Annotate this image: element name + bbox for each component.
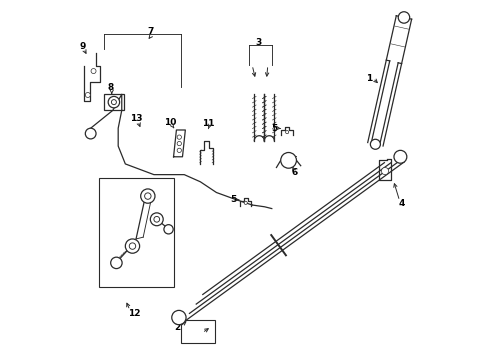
Text: 4: 4 <box>398 199 405 208</box>
Circle shape <box>141 189 155 203</box>
Text: 9: 9 <box>79 41 86 50</box>
Bar <box>181 320 215 342</box>
Text: 12: 12 <box>128 309 141 318</box>
Circle shape <box>154 216 160 222</box>
Circle shape <box>91 68 96 73</box>
Circle shape <box>108 96 120 108</box>
Text: 8: 8 <box>108 83 114 92</box>
Text: 2: 2 <box>174 323 180 332</box>
Text: 3: 3 <box>255 38 261 47</box>
Text: 5: 5 <box>230 195 236 204</box>
Circle shape <box>85 93 90 98</box>
Circle shape <box>125 239 140 253</box>
Circle shape <box>244 201 247 204</box>
Text: 11: 11 <box>202 119 215 128</box>
Text: 10: 10 <box>164 118 176 127</box>
Circle shape <box>394 150 407 163</box>
Circle shape <box>145 193 151 199</box>
Text: 6: 6 <box>291 168 297 177</box>
Circle shape <box>164 225 173 234</box>
Circle shape <box>111 100 117 105</box>
Circle shape <box>129 243 136 249</box>
Text: 13: 13 <box>130 114 142 123</box>
Bar <box>98 178 173 287</box>
Circle shape <box>172 310 186 325</box>
Circle shape <box>370 139 380 149</box>
Text: 7: 7 <box>147 27 153 36</box>
Circle shape <box>177 135 181 139</box>
Bar <box>104 94 123 111</box>
Circle shape <box>398 12 410 23</box>
Circle shape <box>177 148 181 153</box>
Circle shape <box>150 213 163 226</box>
Circle shape <box>281 153 296 168</box>
Circle shape <box>286 131 289 134</box>
Circle shape <box>111 257 122 269</box>
Circle shape <box>177 141 181 146</box>
Circle shape <box>85 128 96 139</box>
Text: 5: 5 <box>271 124 278 133</box>
Circle shape <box>381 167 389 175</box>
Text: 1: 1 <box>366 74 372 83</box>
